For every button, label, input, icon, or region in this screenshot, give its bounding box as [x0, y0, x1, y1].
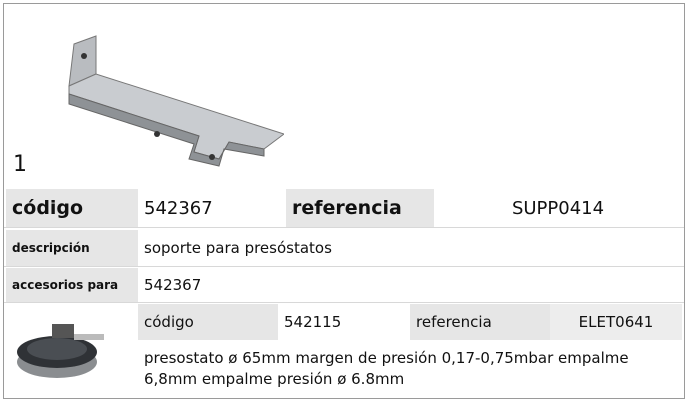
accesorios-label: accesorios para [6, 268, 138, 302]
referencia-label: referencia [286, 189, 434, 227]
bracket-image [68, 35, 284, 167]
acc-referencia: ELET0641 [550, 304, 682, 340]
acc-description: presostato ø 65mm margen de presión 0,17… [138, 342, 658, 396]
acc-codigo-label: código [138, 304, 278, 340]
acc-codigo: 542115 [278, 304, 410, 340]
acc-referencia-label: referencia [410, 304, 550, 340]
codigo: 542367 [138, 189, 286, 227]
accesorios: 542367 [138, 268, 682, 302]
descripcion-label: descripción [6, 230, 138, 266]
referencia: SUPP0414 [434, 189, 682, 227]
product-card: 1 código 542367 referencia SUPP0414 desc… [3, 3, 685, 399]
pressure-switch-image [17, 324, 104, 378]
codigo-label: código [6, 189, 138, 227]
image-label: 1 [13, 152, 27, 177]
descripcion: soporte para presóstatos [138, 230, 682, 266]
